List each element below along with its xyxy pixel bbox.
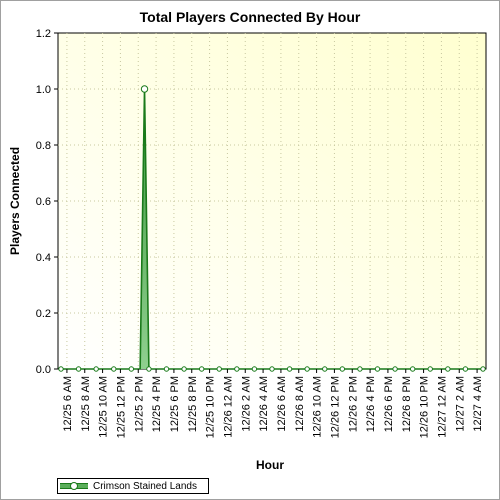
data-point xyxy=(462,366,469,372)
y-tick-label: 1.2 xyxy=(36,28,51,40)
x-tick-label: 12/25 4 PM xyxy=(151,376,163,432)
x-tick-label: 12/25 6 PM xyxy=(169,376,181,432)
x-axis-ticks: 12/25 6 AM 12/25 8 AM 12/25 10 AM 12/25 12 … xyxy=(62,369,484,438)
data-point xyxy=(234,366,240,372)
grid xyxy=(58,33,486,369)
data-point xyxy=(339,366,346,372)
data-point xyxy=(75,366,82,372)
data-point xyxy=(251,366,258,372)
x-axis-label: Hour xyxy=(256,458,284,472)
data-point xyxy=(58,366,64,372)
data-point xyxy=(111,366,117,372)
x-tick-label: 12/26 10 PM xyxy=(419,376,431,438)
x-tick-label: 12/26 4 AM xyxy=(258,376,270,432)
x-tick-label: 12/25 12 PM xyxy=(115,376,127,438)
x-tick-label: 12/26 6 PM xyxy=(383,376,395,432)
y-tick-label: 1.0 xyxy=(36,84,51,96)
x-tick-label: 12/26 2 PM xyxy=(347,376,359,432)
x-tick-label: 12/26 4 PM xyxy=(365,376,377,432)
y-axis-ticks: 0.0 0.2 0.4 0.6 0.8 1.0 1.2 xyxy=(36,28,58,376)
series-area-fill xyxy=(61,89,483,369)
data-point xyxy=(427,366,433,372)
x-tick-label: 12/26 2 AM xyxy=(240,376,252,432)
x-tick-label: 12/25 8 AM xyxy=(80,376,92,432)
data-point xyxy=(304,366,310,372)
x-tick-label: 12/25 10 PM xyxy=(205,376,217,438)
data-point xyxy=(374,366,381,372)
y-tick-label: 0.2 xyxy=(36,308,51,320)
legend: Crimson Stained Lands xyxy=(57,478,209,494)
chart-title: Total Players Connected By Hour xyxy=(140,9,361,25)
data-point xyxy=(146,366,152,372)
x-tick-label: 12/25 2 PM xyxy=(133,376,145,432)
data-point xyxy=(181,366,187,372)
x-tick-label: 12/26 6 AM xyxy=(276,376,288,432)
x-tick-label: 12/25 10 AM xyxy=(98,376,110,438)
legend-label: Crimson Stained Lands xyxy=(93,480,197,492)
x-tick-label: 12/26 8 PM xyxy=(401,376,413,432)
data-point xyxy=(286,366,293,372)
y-tick-label: 0.8 xyxy=(36,140,51,152)
data-point xyxy=(269,366,275,372)
x-tick-label: 12/27 4 AM xyxy=(472,376,484,432)
y-tick-label: 0.0 xyxy=(36,364,51,376)
data-point xyxy=(480,366,486,372)
x-tick-label: 12/27 12 AM xyxy=(436,376,448,438)
data-point xyxy=(198,366,205,372)
data-point xyxy=(128,366,135,372)
data-point xyxy=(357,366,363,372)
data-point xyxy=(216,366,222,372)
data-point xyxy=(445,366,451,372)
y-axis-label: Players Connected xyxy=(8,147,22,255)
x-tick-label: 12/26 12 AM xyxy=(222,376,234,438)
x-tick-label: 12/25 6 AM xyxy=(62,376,74,432)
data-point xyxy=(140,85,149,93)
x-tick-label: 12/26 12 PM xyxy=(329,376,341,438)
data-point xyxy=(409,366,416,372)
x-tick-label: 12/27 2 AM xyxy=(454,376,466,432)
data-point xyxy=(163,366,170,372)
series-area xyxy=(58,85,486,372)
x-tick-label: 12/25 8 PM xyxy=(187,376,199,432)
x-tick-label: 12/26 10 AM xyxy=(312,376,324,438)
data-point xyxy=(392,366,398,372)
x-tick-label: 12/26 8 AM xyxy=(294,376,306,432)
data-point xyxy=(322,366,328,372)
y-tick-label: 0.4 xyxy=(36,252,51,264)
y-tick-label: 0.6 xyxy=(36,196,51,208)
data-point xyxy=(93,366,99,372)
legend-swatch xyxy=(60,480,88,492)
